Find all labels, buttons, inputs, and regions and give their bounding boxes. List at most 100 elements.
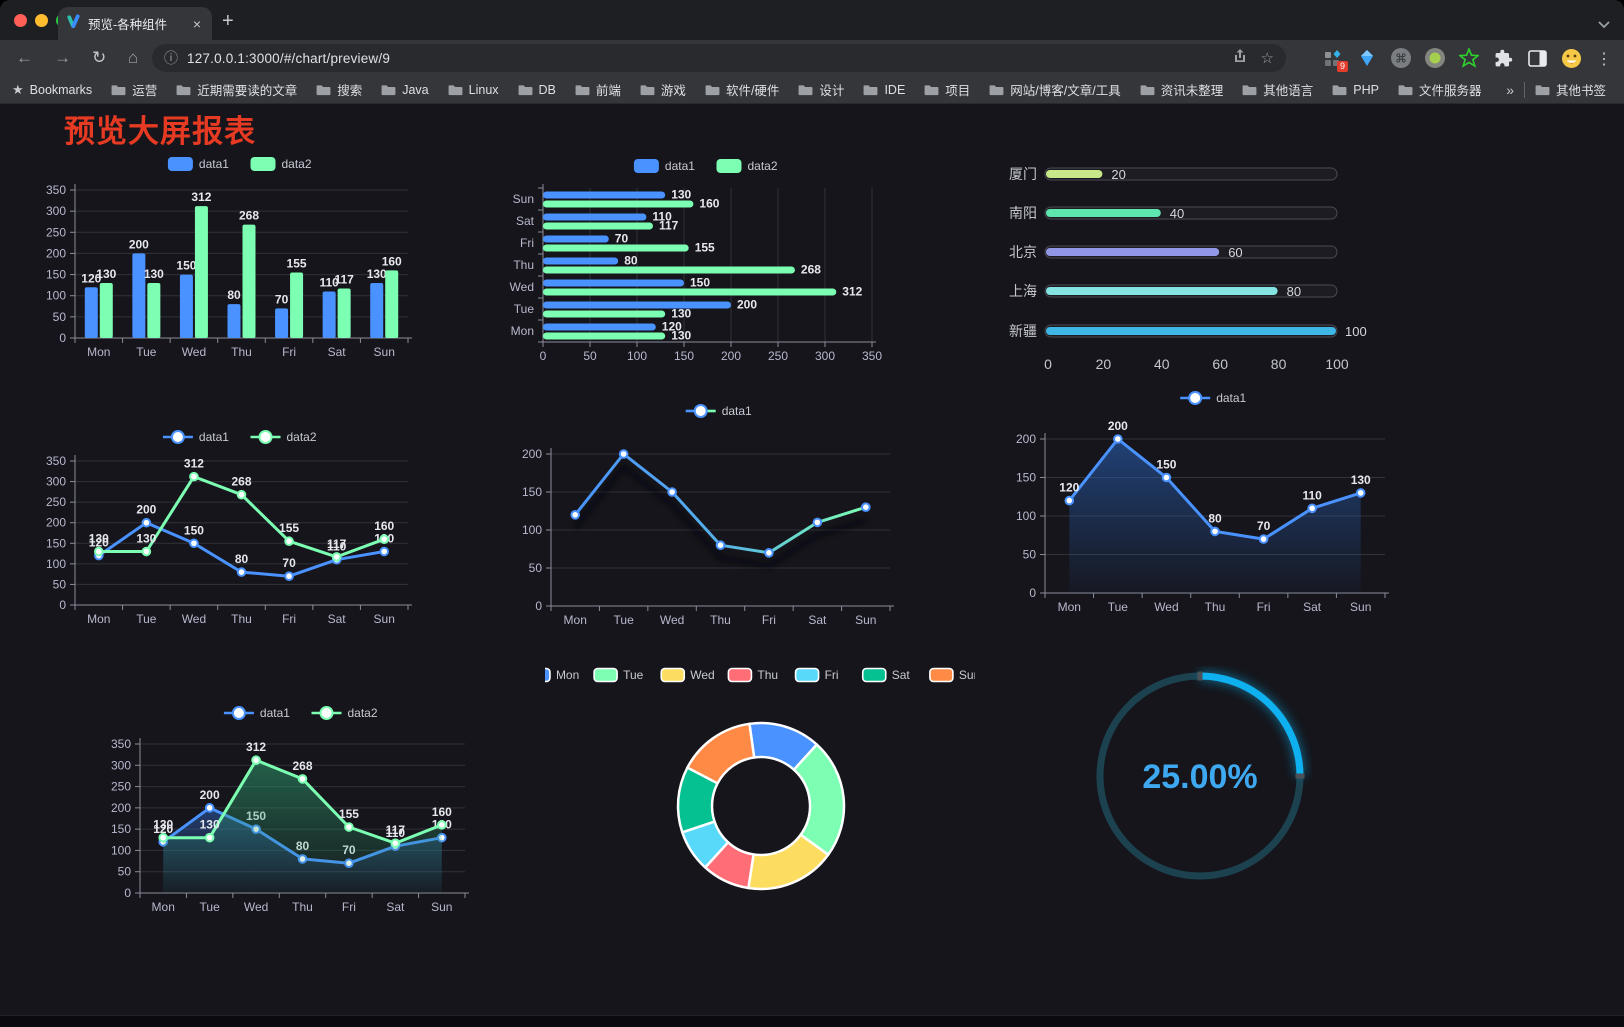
side-panel-icon[interactable] (1524, 45, 1550, 71)
minimize-window-button[interactable] (35, 14, 48, 27)
svg-text:250: 250 (46, 495, 66, 509)
bookmark-folder-label: 文件服务器 (1418, 84, 1482, 98)
bookmark-folder[interactable]: 文件服务器 (1398, 80, 1482, 99)
svg-text:268: 268 (239, 209, 259, 223)
svg-text:100: 100 (46, 289, 66, 303)
grid-extension-icon[interactable]: 9 (1320, 45, 1348, 72)
share-icon[interactable] (1233, 48, 1247, 69)
extension-badge: 9 (1336, 61, 1348, 72)
bookmark-folder[interactable]: DB (518, 83, 556, 97)
emoji-extension-icon[interactable] (1558, 45, 1584, 71)
svg-text:80: 80 (624, 254, 638, 268)
svg-text:0: 0 (59, 331, 66, 345)
bookmarks-root[interactable]: ★ Bookmarks (12, 82, 92, 98)
svg-text:南阳: 南阳 (1009, 205, 1037, 221)
bookmarks-overflow-chevron[interactable]: » (1506, 81, 1514, 98)
svg-text:20: 20 (1111, 167, 1125, 182)
svg-text:50: 50 (53, 310, 67, 324)
bookmark-folder[interactable]: 项目 (924, 80, 970, 99)
bookmark-folder[interactable]: 游戏 (640, 80, 686, 99)
bookmark-star-icon[interactable]: ☆ (1260, 50, 1274, 67)
bookmark-folder[interactable]: 资讯未整理 (1140, 80, 1223, 99)
svg-text:Fri: Fri (1257, 600, 1271, 614)
bookmark-folder[interactable]: 运营 (111, 80, 157, 99)
bookmark-folder[interactable]: 设计 (798, 80, 844, 99)
svg-text:200: 200 (1108, 419, 1128, 433)
home-icon[interactable]: ⌂ (128, 48, 139, 67)
svg-text:117: 117 (659, 219, 679, 233)
svg-text:80: 80 (235, 552, 249, 566)
bookmark-folder[interactable]: IDE (863, 83, 905, 97)
command-extension-icon[interactable]: ⌘ (1388, 45, 1414, 71)
page-title: 预览大屏报表 (64, 114, 256, 149)
svg-text:150: 150 (111, 822, 131, 836)
svg-text:150: 150 (522, 485, 542, 499)
url-text[interactable]: 127.0.0.1:3000/#/chart/preview/9 (187, 50, 391, 66)
tab-search-chevron-icon[interactable] (1598, 16, 1610, 34)
browser-tab[interactable]: 预览-各种组件 × (58, 7, 212, 40)
bookmark-folder-label: 近期需要读的文章 (197, 84, 298, 98)
svg-text:Sat: Sat (386, 900, 405, 914)
svg-text:150: 150 (1016, 471, 1036, 485)
bookmark-folder-list: 运营 近期需要读的文章 搜索 Java Linux DB 前端 游戏 软件/硬件 设计 IDE 项目 网… (111, 80, 1500, 99)
bookmark-folder-label: 运营 (132, 84, 158, 98)
svg-text:150: 150 (1156, 458, 1176, 472)
svg-text:Thu: Thu (231, 345, 252, 359)
svg-text:Sun: Sun (959, 668, 975, 682)
svg-text:data1: data1 (1216, 391, 1246, 405)
svg-text:200: 200 (1016, 432, 1036, 446)
bookmarks-star-icon: ★ (12, 81, 24, 97)
svg-text:130: 130 (200, 818, 220, 832)
other-bookmarks-label: 其他书签 (1555, 84, 1606, 98)
site-info-icon[interactable]: ⓘ (164, 50, 178, 66)
bookmark-folder[interactable]: PHP (1332, 83, 1379, 97)
browser-menu-icon[interactable]: ⋮ (1596, 51, 1612, 68)
svg-text:Sat: Sat (1303, 600, 1322, 614)
bookmark-folder[interactable]: 其他语言 (1242, 80, 1313, 99)
bookmark-folder[interactable]: 网站/博客/文章/工具 (989, 80, 1121, 99)
extensions-puzzle-icon[interactable] (1490, 45, 1516, 71)
address-bar[interactable]: ⓘ 127.0.0.1:3000/#/chart/preview/9 ☆ (152, 44, 1286, 72)
svg-text:Thu: Thu (710, 613, 731, 627)
svg-text:Wed: Wed (690, 668, 714, 682)
svg-text:110: 110 (386, 826, 406, 840)
bookmark-folder-label: IDE (884, 82, 906, 97)
svg-text:130: 130 (671, 307, 691, 321)
bookmark-folder[interactable]: Java (381, 83, 429, 97)
svg-text:110: 110 (327, 540, 347, 554)
svg-text:data2: data2 (348, 706, 378, 720)
bookmark-folder-label: 软件/硬件 (725, 84, 780, 98)
bookmark-folder[interactable]: Linux (448, 83, 499, 97)
tab-close-icon[interactable]: × (192, 15, 201, 32)
svg-text:80: 80 (227, 288, 241, 302)
svg-text:160: 160 (382, 254, 402, 268)
reload-icon[interactable]: ↻ (92, 48, 107, 67)
svg-text:data1: data1 (665, 159, 695, 173)
svg-text:Tue: Tue (136, 345, 157, 359)
svg-text:70: 70 (1257, 519, 1271, 533)
close-window-button[interactable] (14, 14, 27, 27)
svg-text:Thu: Thu (1205, 600, 1226, 614)
svg-text:50: 50 (529, 561, 543, 575)
svg-text:Tue: Tue (623, 668, 644, 682)
svg-text:Mon: Mon (511, 324, 534, 338)
gem-extension-icon[interactable] (1354, 45, 1380, 71)
forward-icon[interactable]: → (54, 48, 71, 67)
green-dot-extension-icon[interactable] (1422, 45, 1448, 71)
svg-text:200: 200 (129, 237, 149, 251)
svg-text:Sun: Sun (374, 345, 395, 359)
bookmark-folder[interactable]: 前端 (575, 80, 621, 99)
other-bookmarks-folder[interactable]: 其他书签 (1535, 80, 1606, 99)
green-star-extension-icon[interactable] (1456, 45, 1482, 71)
bookmark-folder[interactable]: 搜索 (316, 80, 362, 99)
svg-text:Sat: Sat (516, 214, 535, 228)
svg-text:80: 80 (1271, 356, 1287, 372)
bookmarks-divider (1523, 81, 1525, 98)
bookmark-folder[interactable]: 软件/硬件 (705, 80, 779, 99)
bookmark-folder[interactable]: 近期需要读的文章 (176, 80, 297, 99)
new-tab-button[interactable]: + (222, 10, 234, 32)
back-icon[interactable]: ← (16, 48, 33, 67)
svg-text:130: 130 (144, 267, 164, 281)
svg-text:北京: 北京 (1009, 244, 1037, 260)
svg-text:110: 110 (319, 275, 339, 289)
